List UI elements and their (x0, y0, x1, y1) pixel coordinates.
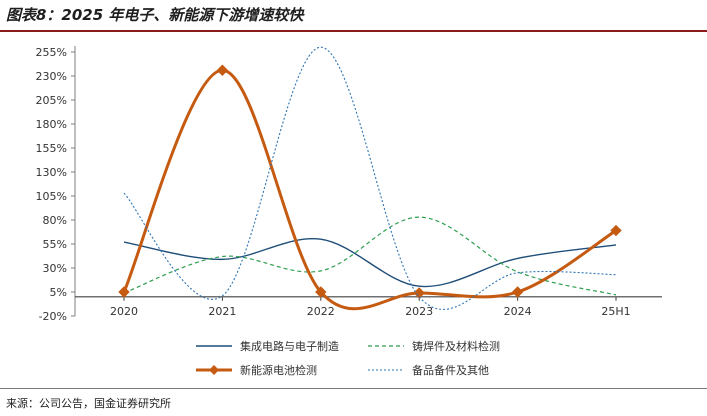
y-tick-label: 5% (50, 286, 67, 299)
series-line-4 (123, 46, 617, 310)
legend-label-1: 集成电路与电子制造 (240, 339, 339, 353)
y-tick-label: 55% (43, 238, 67, 251)
x-tick-label: 2023 (405, 305, 433, 318)
legend-label-3: 新能源电池检测 (240, 363, 317, 377)
title-bar: 图表8：2025 年电子、新能源下游增速较快 (0, 0, 707, 30)
y-tick-label: 205% (36, 94, 67, 107)
series-line-3 (122, 68, 617, 311)
series-point-3 (315, 286, 327, 298)
y-tick-label: 180% (36, 118, 67, 131)
series-point-3 (511, 286, 524, 298)
source-note: 来源：公司公告，国金证券研究所 (6, 397, 171, 410)
chart-axes: -20% 5% 30% 55% 80% 105% 130% 155% 180% 205% 230% 2… (36, 46, 662, 323)
title-divider (0, 30, 707, 32)
y-tick-label: 30% (43, 262, 67, 275)
series-point-3 (118, 286, 130, 298)
line-chart: -20% 5% 30% 55% 80% 105% 130% 155% 180% 205% 230% 2… (36, 46, 662, 377)
series-point-3 (610, 224, 622, 237)
legend-label-4: 备品备件及其他 (412, 363, 489, 377)
x-tick-label: 2024 (504, 305, 532, 318)
legend-marker-3 (209, 365, 219, 375)
x-tick-label: 25H1 (601, 305, 630, 318)
legend-label-2: 铸焊件及材料检测 (412, 339, 500, 353)
y-tick-label: 80% (43, 214, 67, 227)
y-tick-label: 155% (36, 142, 67, 155)
chart-series (118, 46, 622, 311)
page-title: 图表8：2025 年电子、新能源下游增速较快 (6, 6, 304, 24)
y-tick-label: -20% (39, 310, 67, 323)
y-tick-label: 105% (36, 190, 67, 203)
x-tick-label: 2021 (208, 305, 236, 318)
y-tick-label: 255% (36, 46, 67, 59)
source-divider (0, 388, 707, 389)
series-point-3 (216, 64, 229, 76)
x-tick-label: 2022 (307, 305, 335, 318)
y-tick-label: 230% (36, 70, 67, 83)
x-tick-label: 2020 (110, 305, 138, 318)
series-point-3 (413, 287, 425, 299)
series-line-2 (123, 216, 617, 296)
y-tick-label: 130% (36, 166, 67, 179)
